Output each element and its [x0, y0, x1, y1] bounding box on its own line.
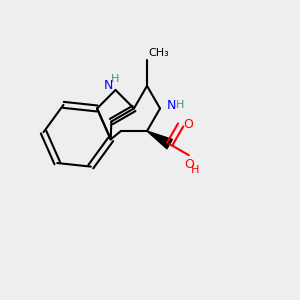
Text: CH₃: CH₃	[148, 48, 169, 58]
Text: O: O	[183, 118, 193, 131]
Text: H: H	[111, 74, 120, 85]
Polygon shape	[147, 131, 172, 149]
Text: H: H	[190, 165, 199, 175]
Text: O: O	[184, 158, 194, 171]
Text: N: N	[167, 99, 176, 112]
Text: -H: -H	[172, 100, 185, 110]
Text: N: N	[103, 79, 113, 92]
